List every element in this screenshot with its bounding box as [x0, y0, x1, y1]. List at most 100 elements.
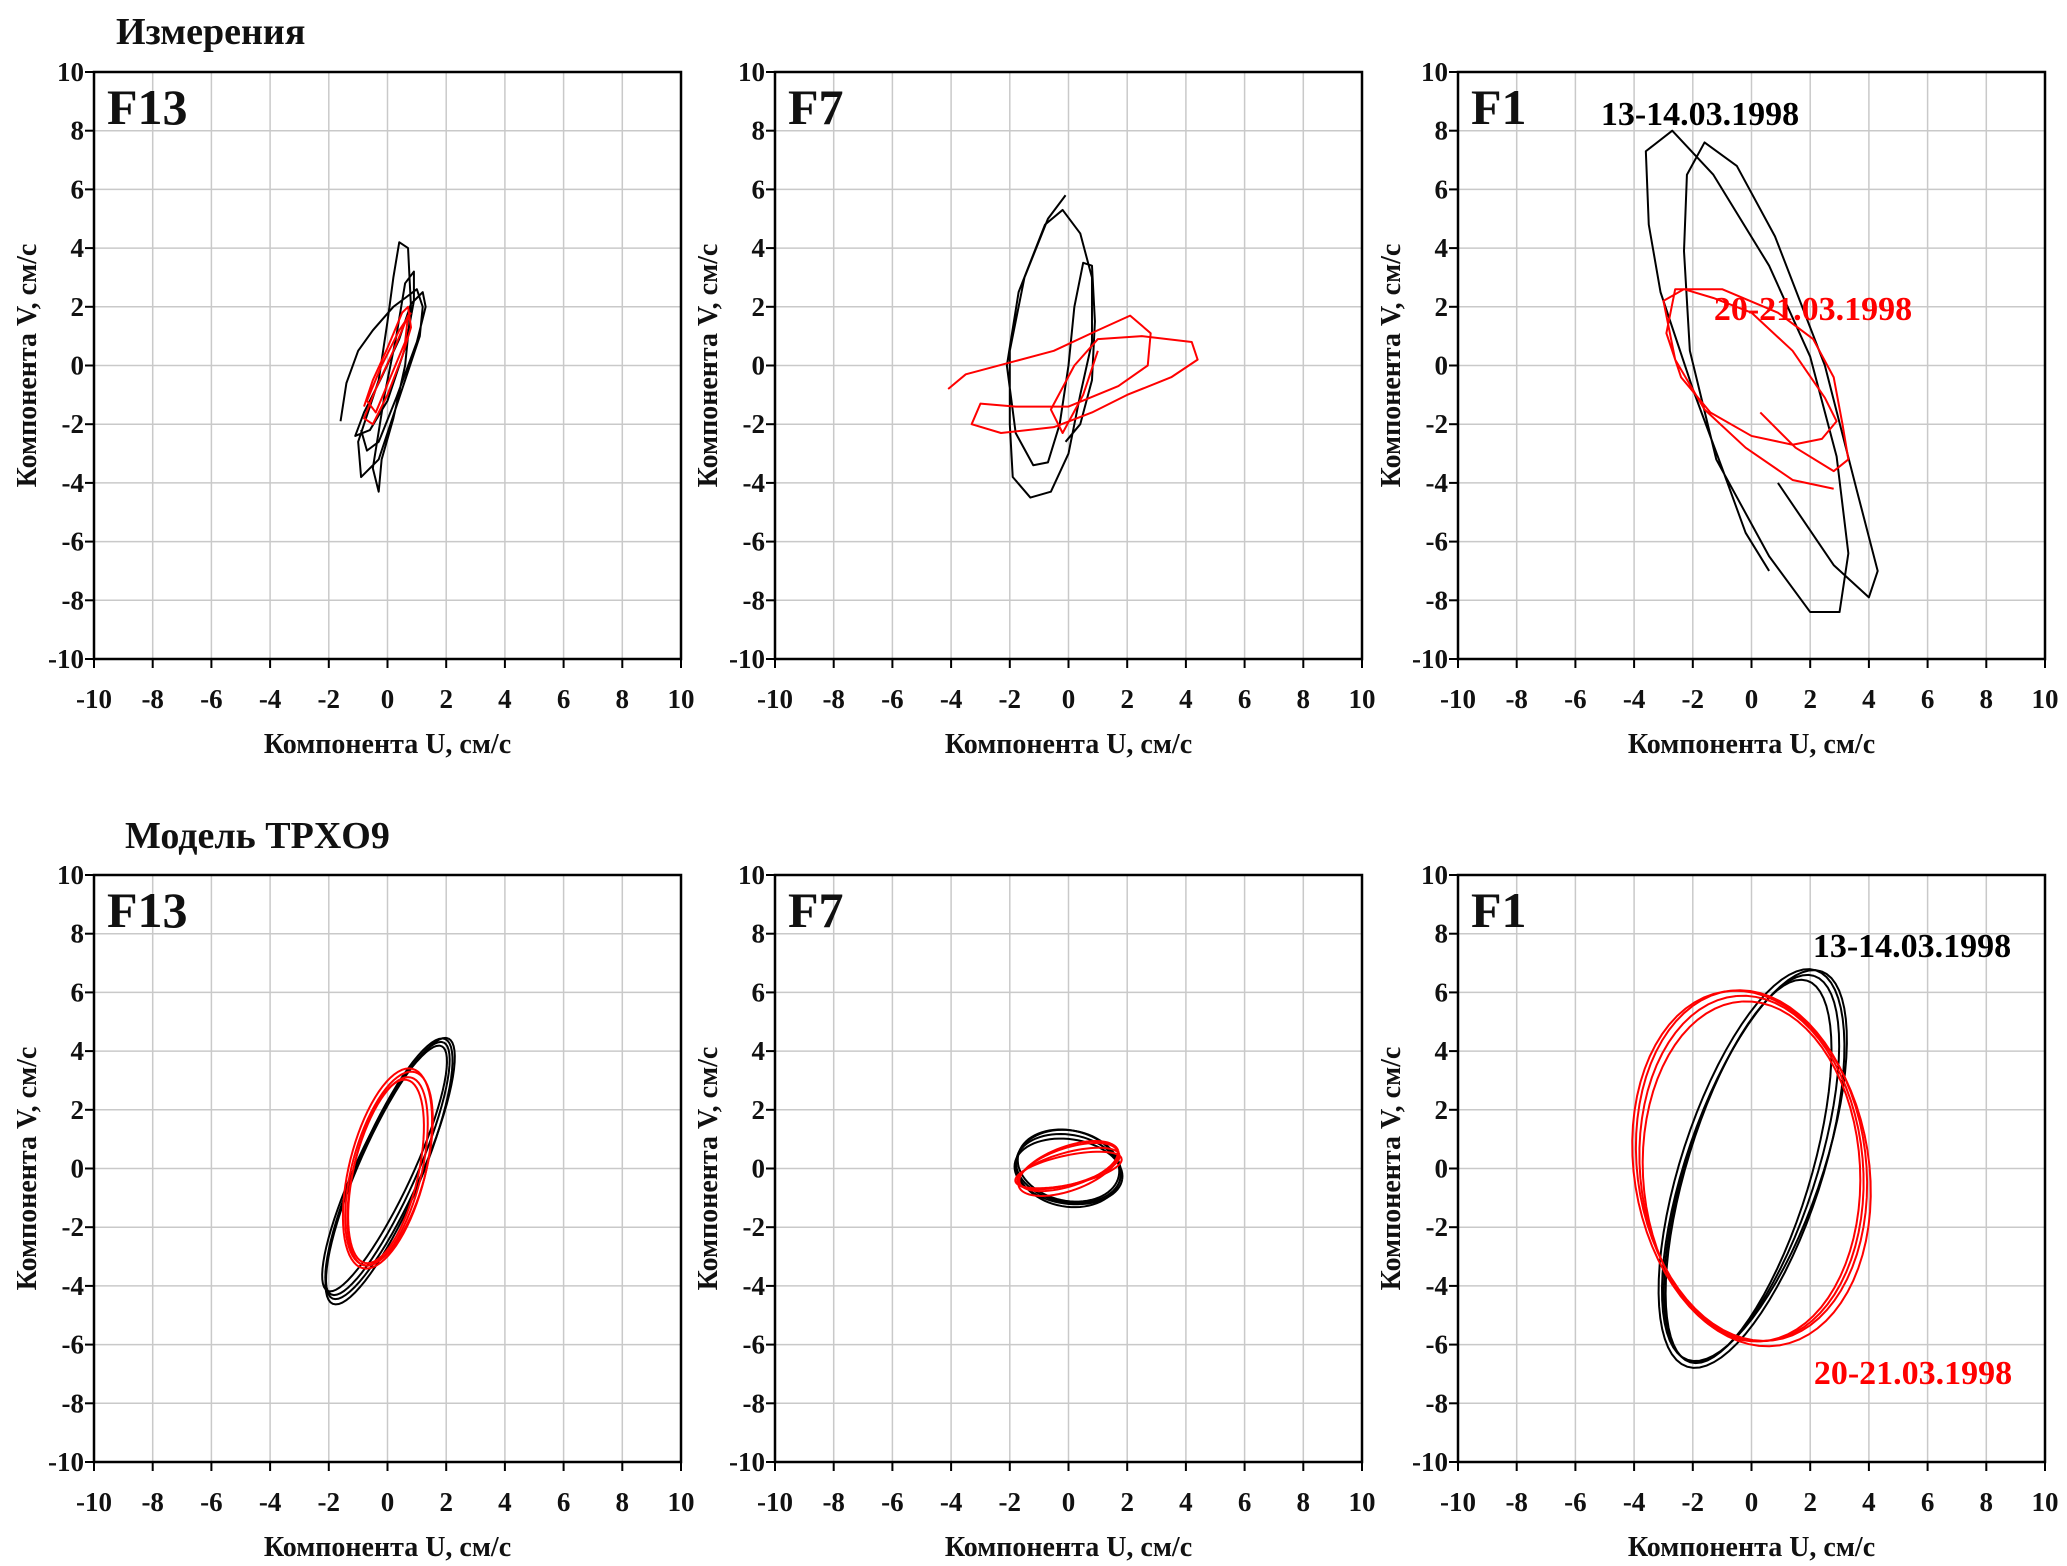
red-series-20-21.03.1998-loop	[341, 1067, 434, 1270]
x-tick-label: -4	[1623, 684, 1646, 714]
chart-panel-f7-row1: -10 -8 -6 -4 -2 0 2 4 6 8 10 -10 -8 -6 -4 -2 0 2 4 6 8 10 F7 Ко…	[693, 860, 1376, 1563]
y-tick-label: -10	[729, 644, 765, 674]
black-series-13-14.03.1998-loop	[1657, 968, 1846, 1369]
x-tick-label: -8	[1505, 684, 1528, 714]
panel-label: F1	[1471, 882, 1527, 938]
red-series-20-21.03.1998-loop	[1017, 1140, 1120, 1197]
date-annotation: 20-21.03.1998	[1814, 1355, 2012, 1392]
date-annotation: 20-21.03.1998	[1714, 291, 1912, 328]
x-tick-label: 8	[1980, 684, 1994, 714]
x-tick-label: -2	[999, 684, 1022, 714]
y-tick-label: -6	[1426, 527, 1449, 557]
y-tick-label: 0	[1435, 351, 1449, 381]
y-tick-label: 0	[1435, 1154, 1449, 1184]
y-tick-label: 8	[752, 116, 766, 146]
x-tick-label: -8	[822, 684, 845, 714]
y-tick-label: -8	[62, 585, 85, 615]
panel-label: F7	[788, 882, 844, 938]
y-axis-label: Компонента V, см/с	[693, 1047, 724, 1291]
y-tick-label: 4	[1435, 1036, 1449, 1066]
y-tick-label: -10	[1412, 644, 1448, 674]
x-tick-label: -8	[141, 1487, 164, 1517]
chart-panel-f7-row0: -10 -8 -6 -4 -2 0 2 4 6 8 10 -10 -8 -6 -4 -2 0 2 4 6 8 10 F7 Ко…	[693, 57, 1376, 760]
x-tick-label: 6	[557, 1487, 571, 1517]
x-tick-label: -2	[318, 684, 341, 714]
panel-label: F13	[107, 79, 188, 135]
y-tick-label: -10	[1412, 1447, 1448, 1477]
x-tick-label: 8	[1297, 1487, 1311, 1517]
x-tick-label: -2	[1682, 684, 1705, 714]
plot-frame	[773, 70, 1364, 661]
x-tick-label: -10	[1440, 1487, 1476, 1517]
red-series-20-21.03.1998-loop	[1014, 1150, 1123, 1190]
y-tick-label: 10	[57, 860, 84, 890]
x-tick-label: 4	[498, 1487, 512, 1517]
x-tick-label: -10	[76, 1487, 112, 1517]
y-tick-label: 4	[71, 1036, 85, 1066]
y-tick-label: -8	[1426, 1388, 1449, 1418]
red-series-20-21.03.1998-loop	[1018, 1141, 1119, 1193]
red-series-20-21.03.1998	[947, 314, 1199, 435]
y-tick-label: 10	[738, 860, 765, 890]
black-series-13-14.03.1998	[1644, 129, 1879, 614]
x-tick-label: 6	[557, 684, 571, 714]
black-series-13-14.03.1998-loop	[324, 1037, 454, 1306]
x-tick-label: 6	[1921, 1487, 1935, 1517]
y-tick-label: 8	[71, 116, 85, 146]
black-series-13-14.03.1998-loop	[321, 1044, 448, 1293]
y-tick-label: 8	[71, 919, 85, 949]
red-series-20-21.03.1998-loop	[1631, 989, 1872, 1348]
row-title-model: Модель TPXO9	[125, 815, 390, 857]
x-axis-label: Компонента U, см/с	[1628, 1532, 1875, 1563]
chart-panel-f13-row0: -10 -8 -6 -4 -2 0 2 4 6 8 10 -10 -8 -6 -4 -2 0 2 4 6 8 10 F13 К…	[12, 57, 695, 760]
x-axis-label: Компонента U, см/с	[945, 729, 1192, 760]
y-tick-label: 0	[752, 1154, 766, 1184]
x-tick-label: 10	[2032, 1487, 2059, 1517]
x-tick-label: 0	[1062, 684, 1076, 714]
y-tick-label: 0	[71, 351, 85, 381]
x-tick-label: -8	[141, 684, 164, 714]
y-tick-label: -10	[48, 1447, 84, 1477]
y-tick-label: 2	[71, 1095, 85, 1125]
series-group	[947, 194, 1199, 499]
y-tick-label: 0	[752, 351, 766, 381]
y-tick-label: -2	[1426, 409, 1449, 439]
x-tick-label: 8	[616, 1487, 630, 1517]
series-group	[339, 241, 427, 493]
y-tick-label: 8	[1435, 116, 1449, 146]
x-tick-label: 4	[1862, 684, 1876, 714]
y-tick-label: 6	[1435, 977, 1449, 1007]
x-axis-label: Компонента U, см/с	[264, 1532, 511, 1563]
x-tick-label: 0	[381, 1487, 395, 1517]
x-tick-label: -4	[1623, 1487, 1646, 1517]
x-tick-label: 8	[616, 684, 630, 714]
x-tick-label: 0	[1745, 1487, 1759, 1517]
series-group	[1013, 1128, 1124, 1209]
y-tick-label: 2	[71, 292, 85, 322]
y-tick-label: -2	[1426, 1212, 1449, 1242]
x-tick-label: 8	[1980, 1487, 1994, 1517]
red-series-20-21.03.1998	[363, 305, 412, 426]
y-tick-label: 6	[752, 174, 766, 204]
x-tick-label: 2	[1120, 684, 1134, 714]
y-tick-label: -8	[62, 1388, 85, 1418]
y-tick-label: 4	[752, 233, 766, 263]
x-tick-label: -6	[881, 684, 904, 714]
x-tick-label: -4	[940, 684, 963, 714]
y-tick-label: 2	[1435, 292, 1449, 322]
y-tick-label: 6	[752, 977, 766, 1007]
date-annotation: 13-14.03.1998	[1813, 928, 2011, 965]
x-tick-label: 6	[1238, 684, 1252, 714]
series-group	[1631, 968, 1872, 1369]
x-tick-label: -10	[757, 1487, 793, 1517]
x-tick-label: 0	[1062, 1487, 1076, 1517]
y-tick-label: 6	[1435, 174, 1449, 204]
x-tick-label: -8	[1505, 1487, 1528, 1517]
x-tick-label: -6	[881, 1487, 904, 1517]
x-tick-label: 4	[1179, 1487, 1193, 1517]
y-tick-label: -4	[1426, 468, 1449, 498]
y-axis-label: Компонента V, см/с	[693, 244, 724, 488]
plot-frame	[1456, 70, 2047, 661]
y-axis-label: Компонента V, см/с	[12, 244, 43, 488]
